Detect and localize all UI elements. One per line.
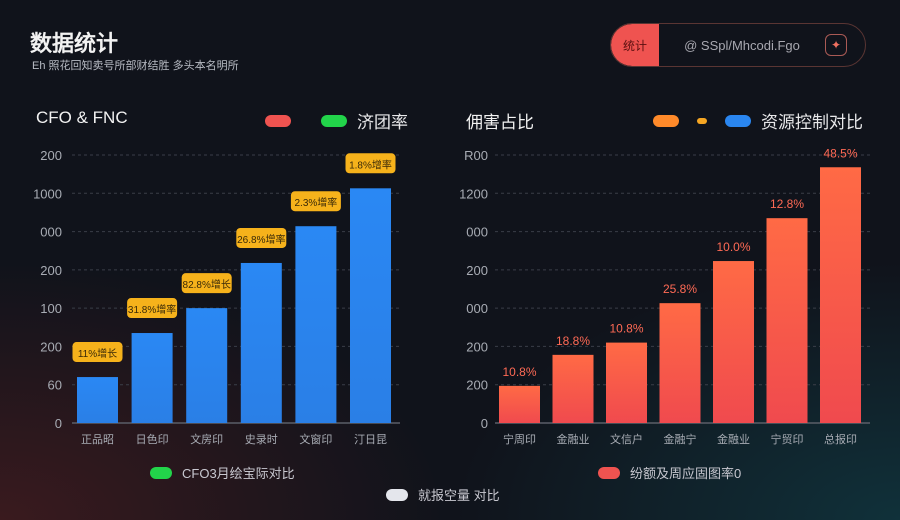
data-label: 82.8%增长 — [183, 278, 231, 291]
search-pill[interactable]: 统计 @ SSpl/Mhcodi.Fgo ✦ — [610, 23, 866, 67]
sparkle-icon[interactable]: ✦ — [825, 34, 847, 56]
data-label: 18.8% — [556, 334, 590, 348]
legend-swatch-green — [321, 114, 347, 127]
pill-text: @ SSpl/Mhcodi.Fgo — [684, 37, 800, 53]
y-tick-label: 60 — [48, 378, 62, 393]
bar — [131, 333, 173, 423]
legend-label: 济团率 — [357, 113, 408, 132]
data-label: 12.8% — [770, 197, 804, 211]
data-label: 11%增长 — [78, 347, 117, 360]
x-tick-label: 文信户 — [610, 432, 643, 446]
x-tick-label: 金融宁 — [664, 432, 697, 446]
legend-swatch-orange — [653, 114, 679, 127]
legend-label: 资源控制对比 — [761, 113, 863, 132]
data-label: 10.0% — [716, 240, 750, 254]
legend-left: 济团率 — [265, 108, 408, 133]
footer-legend: 就报空量 对比 — [386, 485, 500, 504]
data-label-badge — [345, 153, 396, 174]
x-tick-label: 文窗印 — [299, 432, 332, 446]
data-label: 1.8%增率 — [349, 158, 392, 171]
bar — [295, 226, 337, 423]
x-tick-label: 宁周印 — [503, 432, 536, 446]
bar — [766, 218, 808, 423]
bottom-legend-right: 纷额及周应固图率0 — [598, 463, 741, 482]
y-tick-label: 000 — [466, 225, 488, 240]
chart-title-left: CFO & FNC — [36, 108, 128, 127]
bar — [606, 342, 647, 423]
y-tick-label: 200 — [40, 148, 62, 163]
pill-tag[interactable]: 统计 — [611, 24, 659, 66]
y-tick-label: R00 — [464, 148, 488, 163]
bar — [186, 308, 228, 423]
bottom-legend-left: CFO3月绘宝际对比 — [150, 463, 295, 482]
y-tick-label: 200 — [466, 378, 488, 393]
bottom-legend-label: CFO3月绘宝际对比 — [182, 466, 295, 481]
legend-swatch-blue — [725, 114, 751, 127]
page-subtitle: Eh 照花回知卖号所部财结胜 多头本名明所 — [32, 60, 239, 72]
x-tick-label: 日色印 — [136, 432, 169, 446]
y-tick-label: 200 — [40, 263, 62, 278]
footer-legend-label: 就报空量 对比 — [418, 488, 500, 503]
y-tick-label: 0 — [55, 416, 62, 431]
data-label: 26.8%增率 — [237, 233, 285, 246]
x-tick-label: 宁贸印 — [771, 432, 804, 446]
x-tick-label: 总报印 — [824, 432, 857, 446]
legend-swatch-amber — [697, 117, 707, 124]
x-tick-label: 文房印 — [190, 432, 223, 446]
y-tick-label: 0 — [481, 416, 488, 431]
bar — [77, 377, 118, 423]
bar — [552, 354, 594, 423]
y-tick-label: 200 — [466, 339, 488, 354]
y-tick-label: 000 — [466, 301, 488, 316]
y-tick-label: 1000 — [33, 186, 62, 201]
x-tick-label: 金融业 — [717, 432, 750, 446]
bottom-legend-label: 纷额及周应固图率0 — [630, 466, 742, 481]
data-label: 2.3%增率 — [295, 196, 338, 209]
bar — [659, 303, 701, 423]
data-label-badge — [127, 298, 178, 319]
data-label-badge — [72, 342, 123, 363]
data-label: 31.8%增率 — [128, 303, 176, 316]
bar — [713, 261, 754, 423]
data-label: 10.8% — [609, 322, 643, 336]
page-title: 数据统计 — [30, 31, 119, 56]
data-label: 25.8% — [663, 282, 697, 296]
x-tick-label: 金融业 — [557, 432, 590, 446]
legend-right: 资源控制对比 — [653, 108, 863, 133]
x-tick-label: 汀日昆 — [354, 433, 387, 446]
bar — [240, 262, 282, 423]
legend-swatch-red — [265, 114, 291, 127]
y-tick-label: 000 — [40, 225, 62, 240]
chart-title-right: 佣害占比 — [466, 113, 534, 132]
data-label: 48.5% — [823, 146, 857, 160]
bar — [350, 188, 391, 423]
data-label: 10.8% — [502, 365, 536, 379]
data-label-badge — [181, 273, 232, 294]
bar — [499, 385, 540, 423]
legend-swatch-red — [598, 466, 620, 479]
bar — [820, 167, 861, 423]
y-tick-label: 200 — [466, 263, 488, 278]
y-tick-label: 1200 — [459, 186, 488, 201]
data-label-badge — [290, 191, 341, 212]
legend-swatch-white — [386, 488, 408, 501]
y-tick-label: 200 — [40, 339, 62, 354]
y-tick-label: 100 — [40, 301, 62, 316]
data-label-badge — [236, 227, 287, 248]
legend-swatch-green — [150, 466, 172, 479]
x-tick-label: 史录时 — [245, 433, 278, 446]
x-tick-label: 正品昭 — [81, 433, 114, 446]
